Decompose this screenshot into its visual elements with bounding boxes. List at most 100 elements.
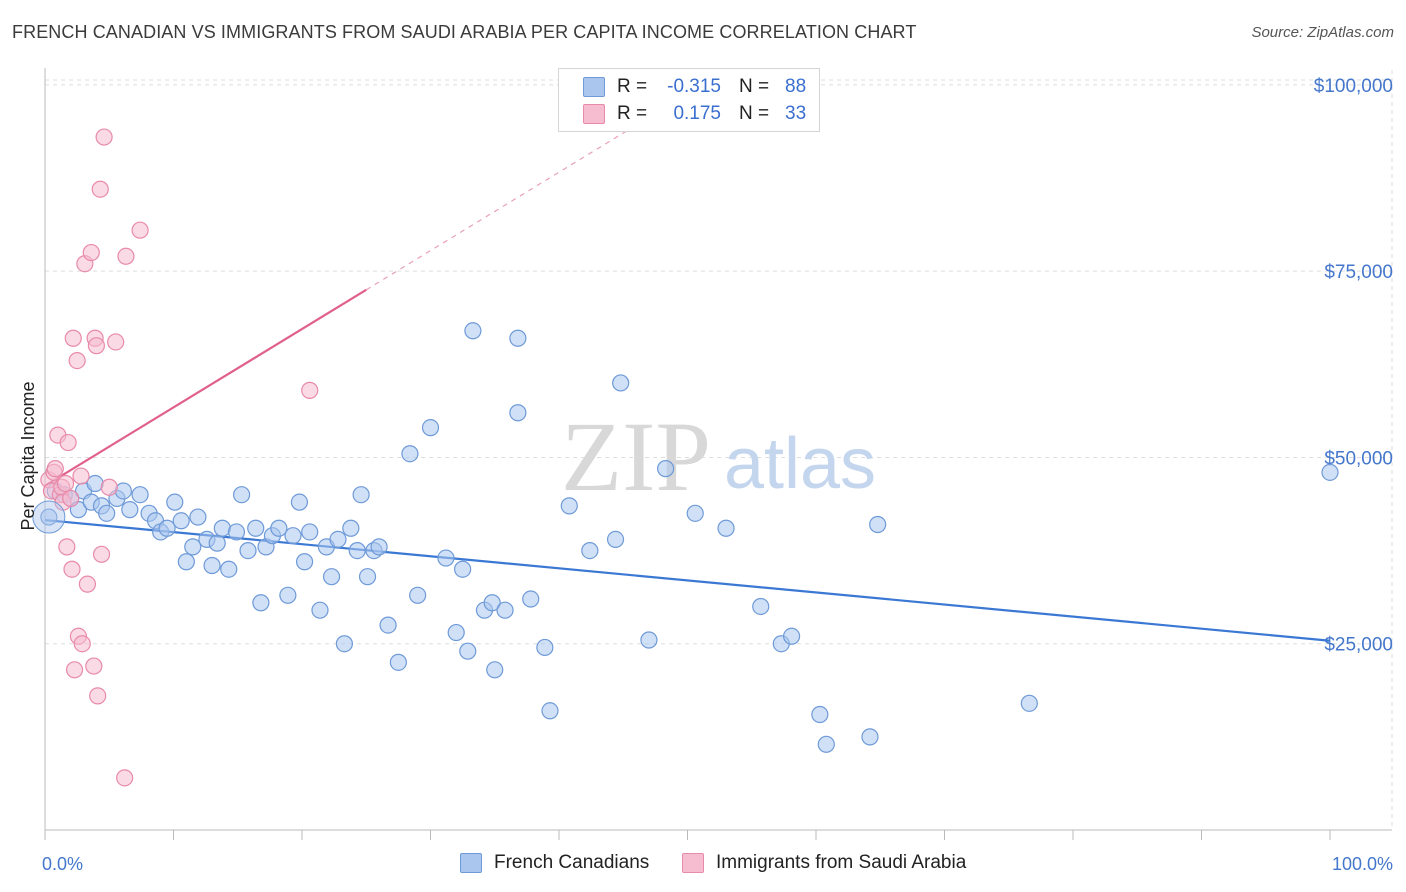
point-saudi-arabia xyxy=(65,661,84,679)
point-french-canadian xyxy=(270,519,288,537)
point-french-canadian xyxy=(114,482,132,500)
point-french-canadian xyxy=(421,419,440,437)
point-french-canadian xyxy=(227,523,246,541)
point-saudi-arabia xyxy=(82,243,100,262)
point-saudi-arabia xyxy=(68,351,86,370)
x-tick-label: 0.0% xyxy=(42,854,83,874)
point-french-canadian xyxy=(213,519,231,537)
y-tick-label: $100,000 xyxy=(1314,76,1393,97)
legend-n-value: 33 xyxy=(785,103,807,124)
point-french-canadian xyxy=(817,735,835,753)
point-french-canadian xyxy=(335,635,354,653)
legend-r-value: -0.315 xyxy=(667,76,721,97)
legend-swatch-pink xyxy=(682,853,704,873)
point-french-canadian xyxy=(252,594,270,612)
point-saudi-arabia xyxy=(95,128,113,146)
point-french-canadian xyxy=(279,586,297,604)
trendlines xyxy=(44,93,1331,642)
x-tick-label: 100.0% xyxy=(1332,854,1393,874)
point-saudi-arabia xyxy=(107,333,125,351)
point-french-canadian xyxy=(40,508,58,526)
point-french-canadian xyxy=(32,500,66,534)
trendline-french-canadians xyxy=(44,518,1331,642)
point-french-canadian xyxy=(239,541,257,560)
legend-swatch-blue xyxy=(460,853,482,873)
point-french-canadian xyxy=(509,329,527,347)
point-saudi-arabia xyxy=(301,381,319,399)
point-french-canadian xyxy=(717,519,735,537)
legend-n-label: N = xyxy=(739,103,770,124)
point-french-canadian xyxy=(166,493,184,511)
point-saudi-arabia xyxy=(63,560,81,578)
legend-r-value: 0.175 xyxy=(673,103,721,124)
point-saudi-arabia xyxy=(62,489,80,508)
point-french-canadian xyxy=(1020,694,1038,712)
watermark-atlas: atlas xyxy=(724,424,876,504)
point-french-canadian xyxy=(782,627,801,645)
watermark: ZIP atlas xyxy=(561,401,876,512)
legend-swatch-blue xyxy=(583,77,605,97)
point-saudi-arabia xyxy=(116,769,134,787)
point-french-canadian xyxy=(177,553,195,571)
point-french-canadian xyxy=(811,705,829,724)
legend-row-french-canadians: R = -0.315 N = 88 xyxy=(583,74,806,100)
point-saudi-arabia xyxy=(78,575,97,593)
legend-r-label: R = xyxy=(617,103,648,124)
point-french-canadian xyxy=(121,501,139,519)
point-french-canadian xyxy=(184,538,202,556)
point-french-canadian xyxy=(657,460,675,478)
point-french-canadian xyxy=(496,601,514,619)
y-tick-label: $75,000 xyxy=(1324,262,1393,283)
point-saudi-arabia xyxy=(100,478,118,496)
point-french-canadian xyxy=(483,594,501,612)
point-saudi-arabia xyxy=(64,329,82,347)
point-french-canadian xyxy=(541,702,559,720)
point-french-canadian xyxy=(686,504,704,522)
point-french-canadian xyxy=(172,512,190,530)
point-french-canadian xyxy=(189,508,207,526)
point-french-canadian xyxy=(220,560,238,578)
point-french-canadian xyxy=(536,638,554,657)
stats-legend: R = -0.315 N = 88 R = 0.175 N = 33 xyxy=(558,68,820,132)
point-saudi-arabia xyxy=(131,221,149,239)
point-french-canadian xyxy=(459,642,477,660)
point-french-canadian xyxy=(247,519,265,537)
point-french-canadian xyxy=(869,515,887,534)
point-saudi-arabia xyxy=(58,538,76,556)
point-french-canadian xyxy=(348,541,366,560)
point-saudi-arabia xyxy=(73,635,91,653)
point-french-canadian xyxy=(389,653,407,671)
trendline-saudi-arabia xyxy=(44,288,367,487)
legend-swatch-pink xyxy=(583,104,605,124)
point-french-canadian xyxy=(437,549,455,567)
point-saudi-arabia xyxy=(59,433,77,452)
point-french-canadian xyxy=(612,374,630,392)
watermark-zip: ZIP xyxy=(561,401,711,512)
point-french-canadian xyxy=(1321,463,1339,481)
data-points xyxy=(32,128,1339,787)
point-french-canadian xyxy=(454,560,472,578)
point-french-canadian xyxy=(606,530,625,549)
grid-lines xyxy=(45,70,1393,830)
point-french-canadian xyxy=(370,538,388,556)
legend-label: Immigrants from Saudi Arabia xyxy=(716,852,967,873)
point-saudi-arabia xyxy=(56,474,75,493)
point-french-canadian xyxy=(447,623,465,642)
point-french-canadian xyxy=(640,631,658,649)
point-french-canadian xyxy=(158,519,176,537)
point-french-canadian xyxy=(409,586,427,604)
point-french-canadian xyxy=(464,322,482,340)
point-french-canadian xyxy=(208,534,226,552)
point-saudi-arabia xyxy=(85,657,103,675)
point-saudi-arabia xyxy=(89,687,107,705)
point-french-canadian xyxy=(301,523,319,541)
point-french-canadian xyxy=(311,601,329,619)
point-french-canadian xyxy=(98,504,116,522)
y-axis-label: Per Capita Income xyxy=(18,381,38,530)
point-french-canadian xyxy=(861,728,879,746)
point-french-canadian xyxy=(322,568,341,586)
legend-item-french-canadians: French Canadians xyxy=(460,852,649,874)
point-french-canadian xyxy=(329,530,347,549)
point-french-canadian xyxy=(86,474,104,493)
point-french-canadian xyxy=(358,568,377,586)
